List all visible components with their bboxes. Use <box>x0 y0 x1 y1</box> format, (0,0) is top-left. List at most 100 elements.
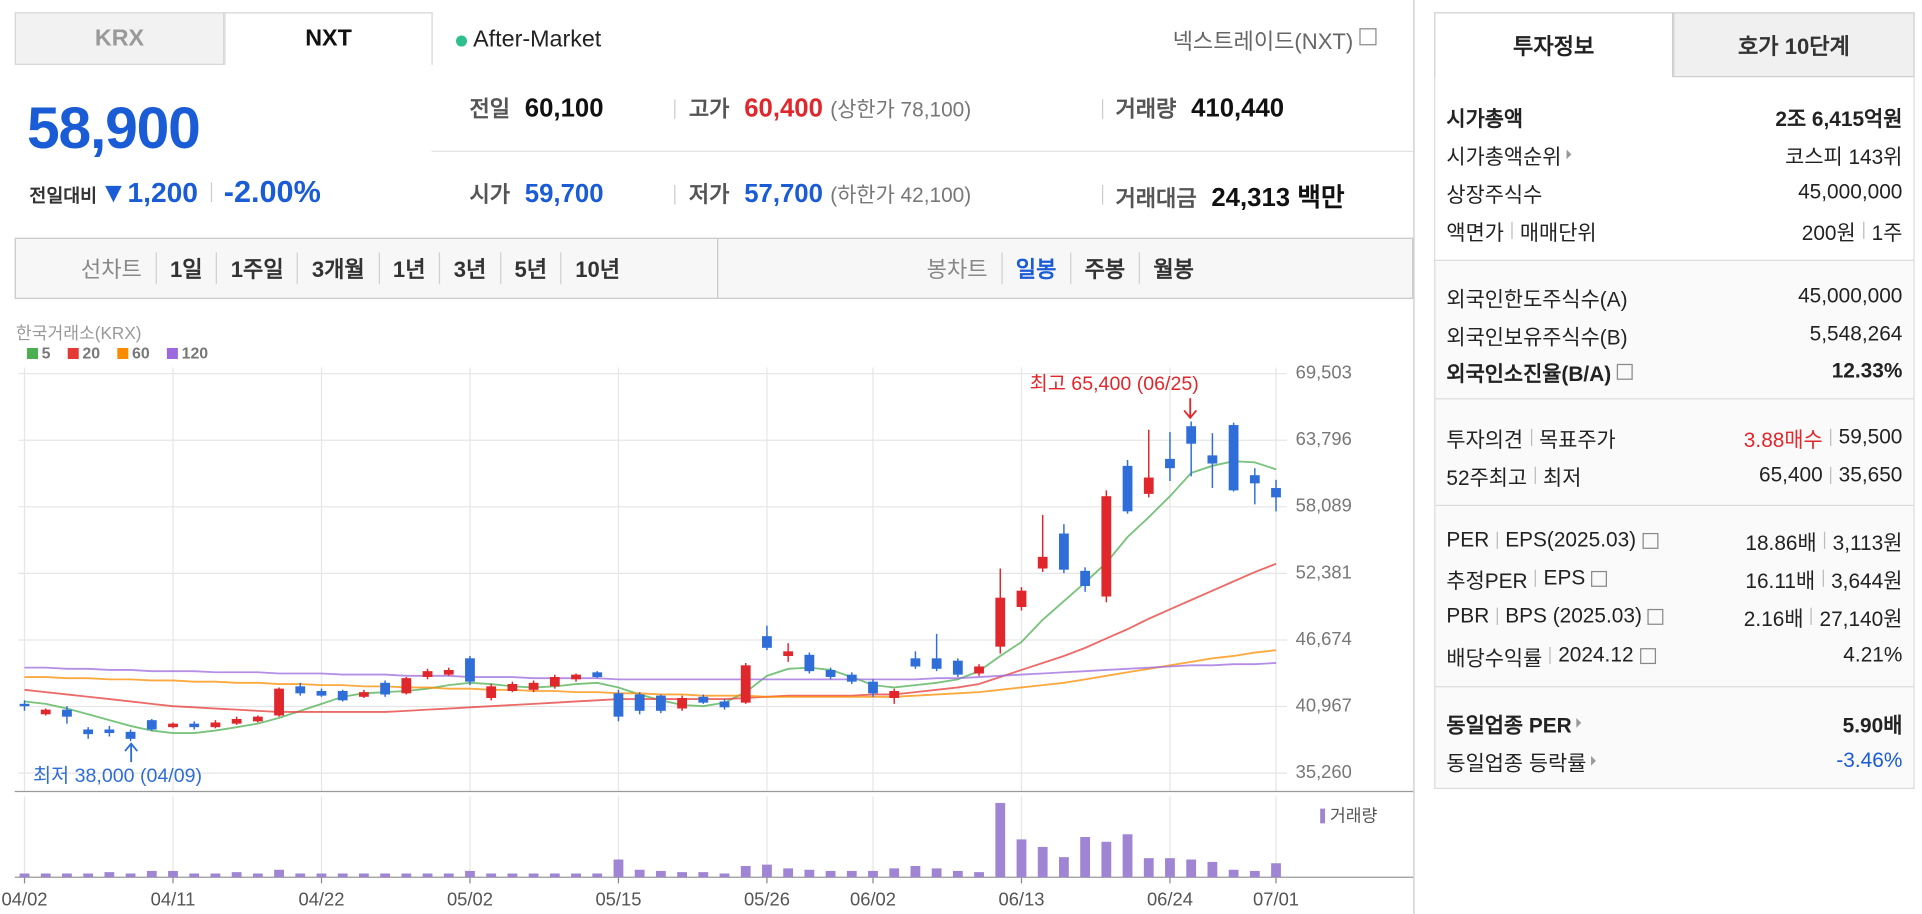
candle-body <box>1228 425 1239 491</box>
link-arrow[interactable] <box>1591 755 1597 766</box>
info-value-text: -3.46% <box>1836 748 1903 772</box>
volume-bar <box>1101 841 1112 878</box>
help-icon[interactable] <box>1591 570 1608 587</box>
period-button[interactable]: 10년 <box>560 252 634 285</box>
info-label: 추정PER EPS <box>1446 563 1608 594</box>
volume-bar <box>995 802 1006 878</box>
candle-body <box>465 658 475 682</box>
period-button[interactable]: 1일 <box>155 252 216 285</box>
period-button[interactable]: 월봉 <box>1138 252 1208 285</box>
info-label: PER EPS(2025.03) <box>1446 528 1659 553</box>
separator <box>1863 221 1865 239</box>
separator <box>1496 607 1498 625</box>
volume-bar <box>528 873 539 878</box>
info-label-text: 52주최고 <box>1446 466 1528 490</box>
volume-bar <box>571 873 581 878</box>
info-value: 45,000,000 <box>1798 180 1902 205</box>
info-value-text: 18.86배 <box>1745 531 1817 555</box>
candle-body <box>1059 533 1069 570</box>
x-tick-label: 05/02 <box>447 888 493 909</box>
candle-body <box>168 723 178 728</box>
market-tab[interactable]: KRX <box>14 12 225 65</box>
volume-bar <box>125 873 136 878</box>
volume-bar <box>783 868 794 878</box>
volume-bar <box>486 873 497 878</box>
period-button[interactable]: 1년 <box>378 252 439 285</box>
help-icon[interactable] <box>1359 28 1377 46</box>
candle-body <box>634 694 645 711</box>
separator <box>1534 569 1537 587</box>
volume-bar <box>40 873 51 878</box>
info-label: 시가총액 <box>1446 101 1523 132</box>
period-button[interactable]: 5년 <box>499 252 561 285</box>
help-icon[interactable] <box>1642 532 1659 549</box>
info-row: 외국인소진율(B/A) 12.33% <box>1446 355 1902 387</box>
high-annotation: 최고 65,400 (06/25) <box>1030 373 1199 395</box>
stat-label: 거래량 <box>1115 96 1177 122</box>
info-value-text: 3,644원 <box>1831 569 1903 593</box>
candle-body <box>189 723 200 728</box>
candle-body <box>1165 458 1175 469</box>
annotation-arrow <box>124 742 138 763</box>
panel-divider <box>1413 0 1415 914</box>
info-row: 액면가 매매단위 200원 1주 <box>1446 214 1902 246</box>
volume-legend-swatch <box>1320 808 1326 824</box>
separator <box>1824 531 1826 549</box>
volume-bar <box>1122 834 1133 878</box>
change-label: 전일대비 <box>29 186 98 208</box>
chart-source: 한국거래소(KRX) <box>16 323 142 343</box>
info-value-text: 45,000,000 <box>1798 284 1903 308</box>
separator <box>674 185 676 205</box>
help-icon[interactable] <box>1639 647 1656 664</box>
info-value-text: 5.90배 <box>1842 713 1903 737</box>
candle-body <box>380 682 391 695</box>
candle-body <box>783 651 794 656</box>
info-label: 시가총액순위 <box>1446 139 1572 170</box>
candle-body <box>1249 475 1260 484</box>
info-label-text: PER <box>1446 528 1490 552</box>
period-button[interactable]: 1주일 <box>216 252 297 285</box>
info-tab[interactable]: 투자정보 <box>1434 12 1674 78</box>
market-tab[interactable]: NXT <box>224 12 433 65</box>
period-button[interactable]: 일봉 <box>1001 252 1070 285</box>
volume-bar <box>952 870 963 878</box>
stat-value: 24,313 백만 <box>1211 183 1345 212</box>
info-row: 추정PER EPS 16.11배 3,644원 <box>1446 562 1902 594</box>
candle-body <box>274 688 284 716</box>
chart-toolbar: 선차트 1일 1주일 3개월 1년 3년 5년 10년 봉차트 일봉 주봉 월봉 <box>14 237 1414 299</box>
info-label-text: 최저 <box>1543 466 1582 490</box>
period-button[interactable]: 3년 <box>438 252 500 285</box>
candle-body <box>910 658 921 667</box>
info-row: PBR BPS (2025.03) 2.16배 27,140원 <box>1446 600 1902 632</box>
legend-label: 60 <box>132 345 150 362</box>
volume-bar <box>1165 858 1175 878</box>
info-row: 52주최고 최저 65,400 35,650 <box>1446 459 1902 491</box>
legend-label: 5 <box>42 345 51 362</box>
line-chart-group: 선차트 1일 1주일 3개월 1년 3년 5년 10년 <box>67 239 633 298</box>
stat-item: 거래량 410,440 <box>1115 92 1284 124</box>
volume-bar <box>1059 857 1069 878</box>
x-tick-label: 06/02 <box>850 888 896 909</box>
help-icon[interactable] <box>1617 363 1634 380</box>
candle-body <box>889 690 900 698</box>
candle-body <box>125 731 136 739</box>
divider <box>1435 259 1914 261</box>
volume-bar <box>889 868 900 878</box>
y-tick-label: 46,674 <box>1296 628 1352 649</box>
volume-bar <box>168 870 178 878</box>
help-icon[interactable] <box>1648 608 1664 625</box>
venue-label[interactable]: 넥스트레이드(NXT) <box>1172 29 1354 54</box>
info-value-text: 59,500 <box>1838 425 1903 449</box>
candle-body <box>549 676 560 687</box>
link-arrow[interactable] <box>1576 717 1582 728</box>
period-button[interactable]: 3개월 <box>297 252 378 285</box>
separator <box>1810 607 1813 625</box>
info-label-text: EPS(2025.03) <box>1505 528 1637 552</box>
volume-bar <box>422 873 433 878</box>
info-label-text: 동일업종 PER <box>1446 713 1572 737</box>
period-button[interactable]: 주봉 <box>1069 252 1139 285</box>
stock-chart: 한국거래소(KRX) 5 20 60 120 69,503 63,796 58,089 52,3… <box>2 323 1414 909</box>
link-arrow[interactable] <box>1566 149 1572 160</box>
info-tab[interactable]: 호가 10단계 <box>1673 12 1915 78</box>
